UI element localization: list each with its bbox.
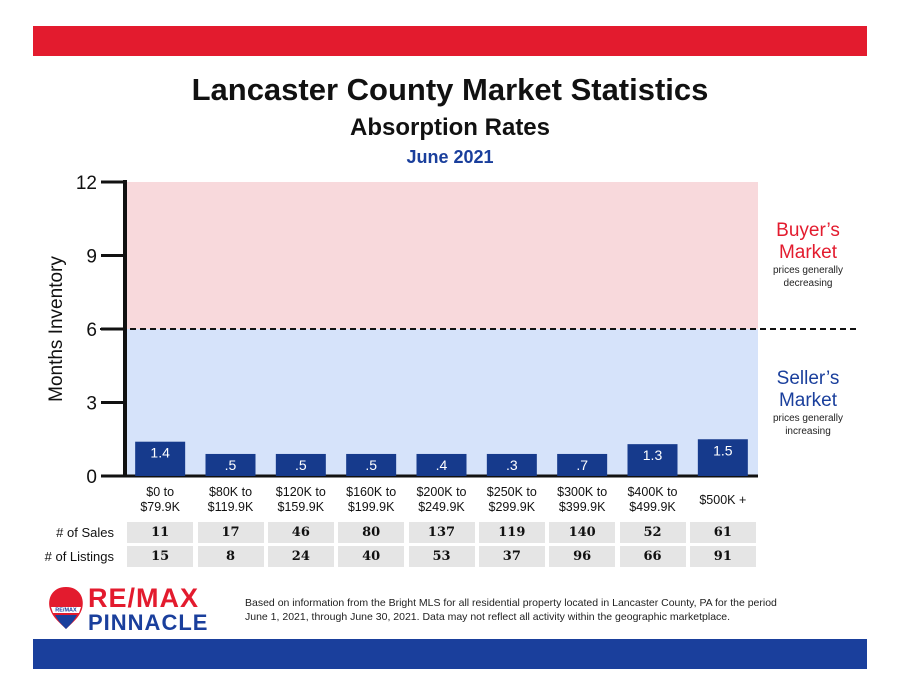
bar-value-label: 1.3 [643,447,663,463]
sellers-market-label: Seller’s Market prices generally increas… [738,368,878,438]
sellers-note-line2: increasing [785,426,831,437]
sales-cell: 137 [408,522,475,543]
buyers-zone [125,182,758,329]
bar-value-label: 1.4 [150,445,170,461]
footnote-line2: June 1, 2021, through June 30, 2021. Dat… [245,611,731,623]
y-tick-label: 9 [86,247,97,268]
y-tick-label: 12 [76,173,97,194]
bar-value-label: .7 [576,457,588,473]
bar [416,453,467,476]
bar-value-label: .5 [295,457,307,473]
y-tick-label: 6 [86,320,97,341]
listings-cell: 53 [408,546,475,567]
sellers-note-line1: prices generally [772,413,844,424]
y-tick-label: 3 [86,394,97,415]
absorption-chart: 0 3 6 9 12 Months Inventory 1.4 .5 .5 .5 .4 .3 .7 1.3… [46,173,860,488]
bar-value-label: .4 [436,457,448,473]
category-label: $200K to $249.9K [416,485,467,514]
report-month: June 2021 [406,147,494,167]
category-label: $500K + [699,493,747,507]
sales-row-label: # of Sales [56,525,114,540]
listings-cell: 66 [619,546,686,567]
sales-cell: 52 [619,522,686,543]
category-label: $300K to $399.9K [557,485,608,514]
bar-value-label: 1.5 [713,442,733,458]
category-label: $400K to $499.9K [627,485,678,514]
page-title: Lancaster County Market Statistics [191,72,709,107]
bar [205,453,256,476]
category-label: $250K to $299.9K [486,485,537,514]
listings-cell: 37 [478,546,545,567]
listings-cell: 15 [127,546,194,567]
listings-cell: 40 [338,546,405,567]
category-label: $120K to $159.9K [275,485,326,514]
sales-cell: 140 [549,522,616,543]
top-banner [33,26,867,56]
buyers-note-line2: decreasing [783,278,833,289]
sellers-title-line1: Seller’s [776,368,840,389]
y-tick-label: 0 [86,467,97,488]
sellers-title-line2: Market [778,390,838,411]
bar [627,444,678,476]
logo-brand: RE/MAX [88,583,200,613]
sales-cell: 17 [197,522,264,543]
y-axis-title: Months Inventory [46,256,67,402]
category-label: $0 to $79.9K [140,485,180,514]
bar-value-label: .5 [225,457,237,473]
listings-cell: 96 [549,546,616,567]
buyers-title-line1: Buyer’s [776,220,840,241]
buyers-title-line2: Market [778,242,838,263]
buyers-note-line1: prices generally [772,265,844,276]
bar [557,453,608,476]
page-subtitle: Absorption Rates [349,114,550,141]
logo-office: PINNACLE [88,610,209,635]
bottom-banner [33,639,867,669]
balloon-icon: RE/MAX [49,587,83,629]
bar-value-label: .5 [365,457,377,473]
bar-value-label: .3 [506,457,518,473]
listings-cell: 91 [689,546,756,567]
bar [135,441,186,476]
svg-text:RE/MAX: RE/MAX [55,608,77,614]
bar [697,439,748,476]
sales-cell: 46 [267,522,334,543]
listings-cell: 8 [197,546,264,567]
sales-cell: 119 [478,522,545,543]
sales-cell: 80 [338,522,405,543]
category-label: $80K to $119.9K [207,485,254,514]
category-label: $160K to $199.9K [346,485,397,514]
sales-cell: 11 [127,522,194,543]
remax-logo: RE/MAX RE/MAX PINNACLE [46,583,216,635]
source-footnote: Based on information from the Bright MLS… [245,596,845,624]
sales-cell: 61 [689,522,756,543]
listings-row-label: # of Listings [44,549,114,564]
bar [346,453,397,476]
bar [275,453,326,476]
footnote-line1: Based on information from the Bright MLS… [245,597,777,609]
bar [486,453,537,476]
buyers-market-label: Buyer’s Market prices generally decreasi… [738,220,878,290]
listings-cell: 24 [267,546,334,567]
